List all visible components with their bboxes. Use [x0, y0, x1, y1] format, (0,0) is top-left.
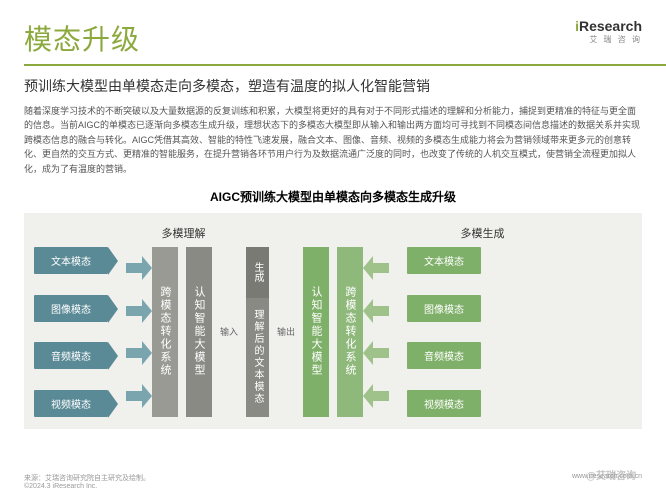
- generation-box: 生成 理解后的文本模态: [246, 247, 269, 417]
- section-label-left: 多模理解: [34, 225, 333, 241]
- page-title: 模态升级: [24, 18, 140, 58]
- node-video-out: 视频模态: [407, 390, 481, 417]
- left-modality-column: 文本模态 图像模态 音频模态 视频模态: [34, 247, 108, 417]
- node-image: 图像模态: [34, 295, 108, 322]
- cognitive-model-right: 认知智能大模型: [303, 247, 329, 417]
- node-video: 视频模态: [34, 390, 108, 417]
- conv-box-left: 跨模态转化系统: [152, 247, 178, 417]
- io-labels-2: 输出: [273, 247, 299, 417]
- node-audio: 音频模态: [34, 342, 108, 369]
- body-paragraph: 随着深度学习技术的不断突破以及大量数据源的反复训练和积累，大模型将更好的具有对于…: [0, 96, 666, 176]
- output-label: 输出: [277, 325, 295, 338]
- cognitive-model-left: 认知智能大模型: [186, 247, 212, 417]
- logo-subtext: 艾 瑞 咨 询: [575, 34, 642, 45]
- logo-text: iResearch: [575, 18, 642, 34]
- footer-source: 来源：艾瑞咨询研究院自主研究及绘制。: [24, 473, 150, 483]
- subtitle: 预训练大模型由单模态走向多模态，塑造有温度的拟人化智能营销: [0, 66, 666, 96]
- node-image-out: 图像模态: [407, 295, 481, 322]
- footer-site: www.iresearch.com.cn: [572, 473, 642, 490]
- logo-block: iResearch 艾 瑞 咨 询: [575, 18, 642, 45]
- node-text-out: 文本模态: [407, 247, 481, 274]
- section-label-right: 多模生成: [333, 225, 632, 241]
- diagram-title: AIGC预训练大模型由单模态向多模态生成升级: [0, 188, 666, 205]
- cross-modal-converter-right: 跨模态转化系统 .big-arrow-r::before{background:…: [337, 247, 389, 417]
- io-labels: 输入: [216, 247, 242, 417]
- node-text: 文本模态: [34, 247, 108, 274]
- node-audio-out: 音频模态: [407, 342, 481, 369]
- footer: 来源：艾瑞咨询研究院自主研究及绘制。 ©2024.3 iResearch Inc…: [24, 473, 642, 490]
- input-label: 输入: [220, 325, 238, 338]
- conv-box-right: 跨模态转化系统: [337, 247, 363, 417]
- footer-copyright: ©2024.3 iResearch Inc.: [24, 483, 150, 490]
- cross-modal-converter-left: .big-arrow::before{background:currentCol…: [126, 247, 178, 417]
- gen-top: 生成: [246, 247, 269, 298]
- diagram-panel: 多模理解 多模生成 文本模态 图像模态 音频模态 视频模态 .big-arrow…: [24, 213, 642, 429]
- right-modality-column: 文本模态 图像模态 音频模态 视频模态: [407, 247, 481, 417]
- gen-bottom: 理解后的文本模态: [246, 298, 269, 417]
